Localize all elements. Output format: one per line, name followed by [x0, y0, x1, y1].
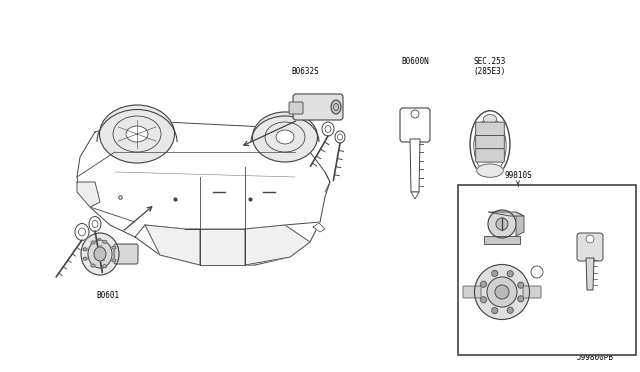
Ellipse shape — [531, 266, 543, 278]
Text: B0600N: B0600N — [401, 57, 429, 66]
Ellipse shape — [89, 217, 101, 231]
Ellipse shape — [102, 240, 107, 243]
FancyBboxPatch shape — [476, 122, 504, 135]
Ellipse shape — [88, 240, 112, 268]
Text: B0632S: B0632S — [291, 67, 319, 76]
Text: B0601: B0601 — [97, 291, 120, 300]
Polygon shape — [586, 258, 594, 290]
Ellipse shape — [83, 248, 87, 251]
Ellipse shape — [477, 164, 503, 177]
FancyBboxPatch shape — [463, 286, 481, 298]
Text: 99810S: 99810S — [504, 171, 532, 180]
Circle shape — [518, 282, 524, 288]
FancyBboxPatch shape — [523, 286, 541, 298]
Polygon shape — [135, 222, 320, 265]
Polygon shape — [411, 192, 419, 199]
Circle shape — [492, 270, 498, 276]
Circle shape — [492, 308, 498, 314]
Circle shape — [508, 271, 513, 277]
Polygon shape — [313, 223, 325, 232]
Ellipse shape — [474, 264, 529, 320]
Ellipse shape — [331, 100, 341, 114]
Text: (285E3): (285E3) — [474, 67, 506, 76]
Ellipse shape — [276, 130, 294, 144]
Ellipse shape — [99, 105, 175, 163]
Polygon shape — [185, 229, 245, 265]
Ellipse shape — [335, 131, 345, 143]
Ellipse shape — [488, 210, 516, 238]
Ellipse shape — [81, 233, 119, 275]
Ellipse shape — [83, 257, 87, 260]
Circle shape — [481, 281, 486, 287]
Ellipse shape — [470, 111, 510, 177]
Circle shape — [518, 296, 524, 302]
Polygon shape — [77, 182, 100, 207]
FancyBboxPatch shape — [577, 233, 603, 261]
Circle shape — [508, 307, 513, 313]
Ellipse shape — [112, 259, 116, 262]
Ellipse shape — [496, 218, 508, 230]
Ellipse shape — [126, 126, 148, 142]
Circle shape — [411, 110, 419, 118]
Polygon shape — [245, 225, 310, 265]
Ellipse shape — [253, 112, 317, 162]
Ellipse shape — [91, 241, 95, 244]
Bar — [458, 185, 636, 355]
FancyBboxPatch shape — [114, 244, 138, 264]
Text: SEC.253: SEC.253 — [474, 57, 506, 66]
Circle shape — [586, 235, 594, 243]
Ellipse shape — [94, 247, 106, 261]
Ellipse shape — [483, 115, 497, 124]
Ellipse shape — [112, 246, 116, 249]
FancyBboxPatch shape — [400, 108, 430, 142]
Ellipse shape — [102, 265, 107, 268]
Ellipse shape — [322, 122, 334, 136]
Ellipse shape — [495, 285, 509, 299]
Text: J99800PB: J99800PB — [577, 353, 614, 362]
Ellipse shape — [91, 264, 95, 267]
FancyBboxPatch shape — [476, 135, 504, 149]
FancyBboxPatch shape — [293, 94, 343, 120]
Polygon shape — [77, 122, 330, 265]
Ellipse shape — [75, 224, 89, 241]
FancyBboxPatch shape — [476, 149, 504, 162]
Ellipse shape — [487, 277, 517, 307]
Polygon shape — [145, 225, 200, 265]
Polygon shape — [484, 236, 520, 244]
Circle shape — [481, 297, 486, 303]
Polygon shape — [516, 212, 524, 236]
Polygon shape — [488, 212, 524, 216]
FancyBboxPatch shape — [289, 102, 303, 114]
Polygon shape — [410, 139, 420, 192]
